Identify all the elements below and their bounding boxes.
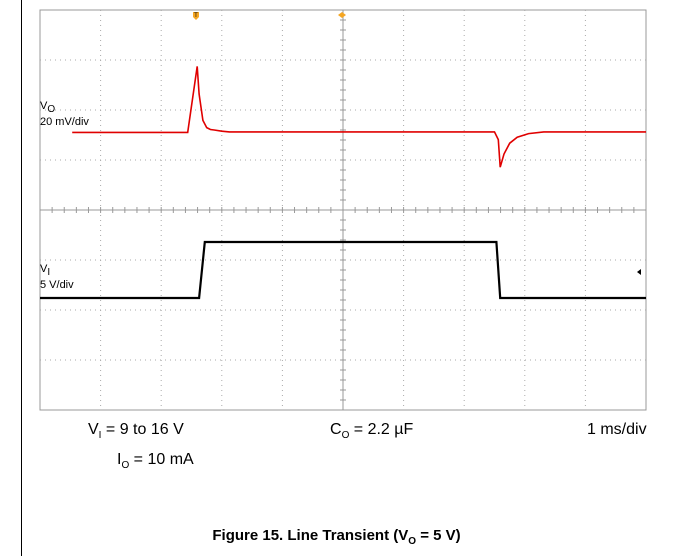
figure-frame xyxy=(21,0,673,556)
oscilloscope-screen: T xyxy=(39,9,647,411)
io-condition: IO = 10 mA xyxy=(117,451,194,472)
vi-trace xyxy=(40,240,646,300)
channel-ground-marker xyxy=(637,269,641,275)
vi-label: VI 5 V/div xyxy=(40,263,74,292)
co-condition: CO = 2.2 µF xyxy=(330,421,414,442)
svg-text:T: T xyxy=(194,13,198,19)
trigger-position-marker xyxy=(193,12,199,20)
timebase-label: 1 ms/div xyxy=(587,421,647,438)
vo-scale: 20 mV/div xyxy=(40,116,89,129)
vi-scale: 5 V/div xyxy=(40,279,74,292)
figure-caption: Figure 15. Line Transient (VO = 5 V) xyxy=(212,527,461,547)
vo-label: VO 20 mV/div xyxy=(40,100,89,129)
scope-grid xyxy=(39,9,647,411)
trigger-level-marker xyxy=(338,12,346,18)
vi-condition: VI = 9 to 16 V xyxy=(88,421,184,442)
vo-trace xyxy=(72,66,646,168)
